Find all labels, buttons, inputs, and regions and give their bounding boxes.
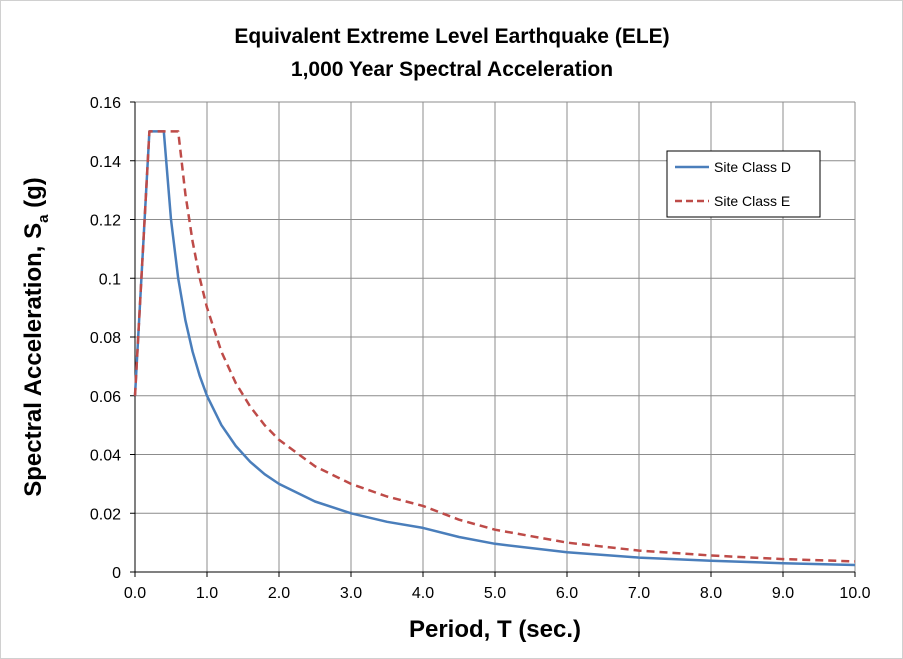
x-tick-label: 2.0 [268, 585, 290, 602]
axes [130, 101, 856, 577]
x-axis-title: Period, T (sec.) [409, 616, 581, 643]
x-tick-label: 7.0 [628, 585, 650, 602]
x-tick-label: 4.0 [412, 585, 434, 602]
x-tick-label: 0.0 [124, 585, 146, 602]
y-tick-label: 0 [112, 565, 121, 582]
x-tick-label: 8.0 [700, 585, 722, 602]
x-tick-label: 6.0 [556, 585, 578, 602]
y-tick-label: 0.06 [90, 389, 121, 406]
series-lines [133, 130, 856, 567]
x-tick-label: 3.0 [340, 585, 362, 602]
y-axis-title-tail: (g) [20, 177, 47, 214]
y-tick-label: 0.08 [90, 330, 121, 347]
y-tick-label: 0.14 [90, 154, 121, 171]
y-tick-label: 0.16 [90, 95, 121, 112]
y-axis-title-subscript: a [35, 214, 52, 223]
legend-box [666, 150, 821, 218]
legend-label-site-class-d: Site Class D [714, 159, 791, 175]
x-tick-label: 5.0 [484, 585, 506, 602]
x-tick-label: 10.0 [839, 585, 870, 602]
x-tick-label: 9.0 [772, 585, 794, 602]
y-axis-title-main: Spectral Acceleration, S [20, 223, 47, 497]
x-tick-labels: 0.0 1.0 2.0 3.0 4.0 5.0 6.0 7.0 8.0 9.0 10.0 [124, 585, 871, 602]
series-line-site-class-e [133, 130, 856, 563]
chart-title-line-2: 1,000 Year Spectral Acceleration [291, 58, 613, 81]
y-tick-label: 0.02 [90, 506, 121, 523]
y-tick-label: 0.04 [90, 448, 121, 465]
y-axis-title: Spectral Acceleration, Sa (g) [20, 177, 52, 497]
y-tick-labels: 0 0.02 0.04 0.06 0.08 0.1 0.12 0.14 0.16 [90, 95, 121, 582]
y-tick-label: 0.1 [99, 271, 121, 288]
series-line-site-class-d [133, 130, 856, 567]
legend: Site Class D Site Class E [666, 150, 821, 218]
y-tick-label: 0.12 [90, 213, 121, 230]
legend-label-site-class-e: Site Class E [714, 193, 790, 209]
chart-title-line-1: Equivalent Extreme Level Earthquake (ELE… [234, 25, 669, 48]
x-tick-label: 1.0 [196, 585, 218, 602]
